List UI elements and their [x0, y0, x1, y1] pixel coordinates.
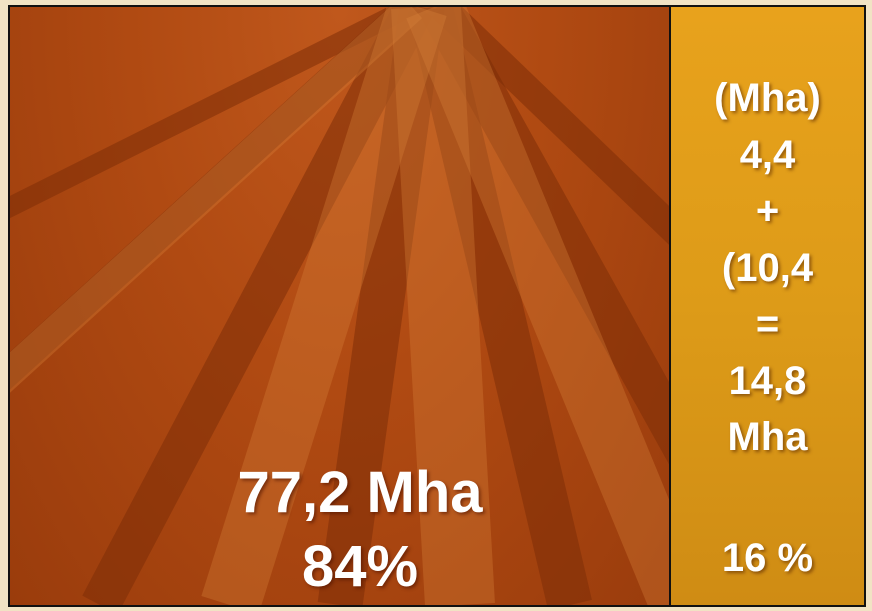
area-line: = [755, 302, 780, 346]
slide-frame: 77,2 Mha 84% (Mha) 4,4 + (10,4 = 14,8 Mha 16 % [8, 5, 866, 607]
area-line: (10,4 [721, 245, 814, 290]
area-line: 14,8 [728, 358, 807, 403]
other-panel: (Mha) 4,4 + (10,4 = 14,8 Mha 16 % [671, 7, 864, 605]
field-label: 84% [301, 534, 419, 599]
area-line: (Mha) [714, 76, 821, 120]
field-panel: 77,2 Mha 84% [10, 7, 669, 605]
field-rows [10, 7, 669, 605]
area-line: 4,4 [739, 132, 796, 177]
field-label: 77,2 Mha [237, 460, 483, 525]
area-line: + [755, 189, 780, 233]
area-share: 16 % [721, 536, 814, 580]
area-line: Mha [727, 415, 808, 459]
